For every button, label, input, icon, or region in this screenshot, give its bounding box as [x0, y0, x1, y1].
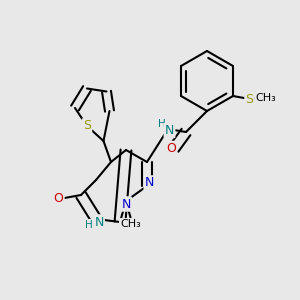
Text: H: H: [158, 119, 166, 130]
Text: CH₃: CH₃: [256, 92, 276, 103]
Text: N: N: [94, 215, 104, 229]
Text: CH₃: CH₃: [120, 219, 141, 229]
Text: O: O: [166, 142, 176, 155]
Text: N: N: [145, 176, 154, 190]
Text: H: H: [85, 220, 92, 230]
Text: N: N: [165, 124, 174, 137]
Text: S: S: [245, 92, 253, 106]
Text: S: S: [83, 119, 91, 133]
Text: O: O: [54, 191, 63, 205]
Text: N: N: [121, 197, 131, 211]
